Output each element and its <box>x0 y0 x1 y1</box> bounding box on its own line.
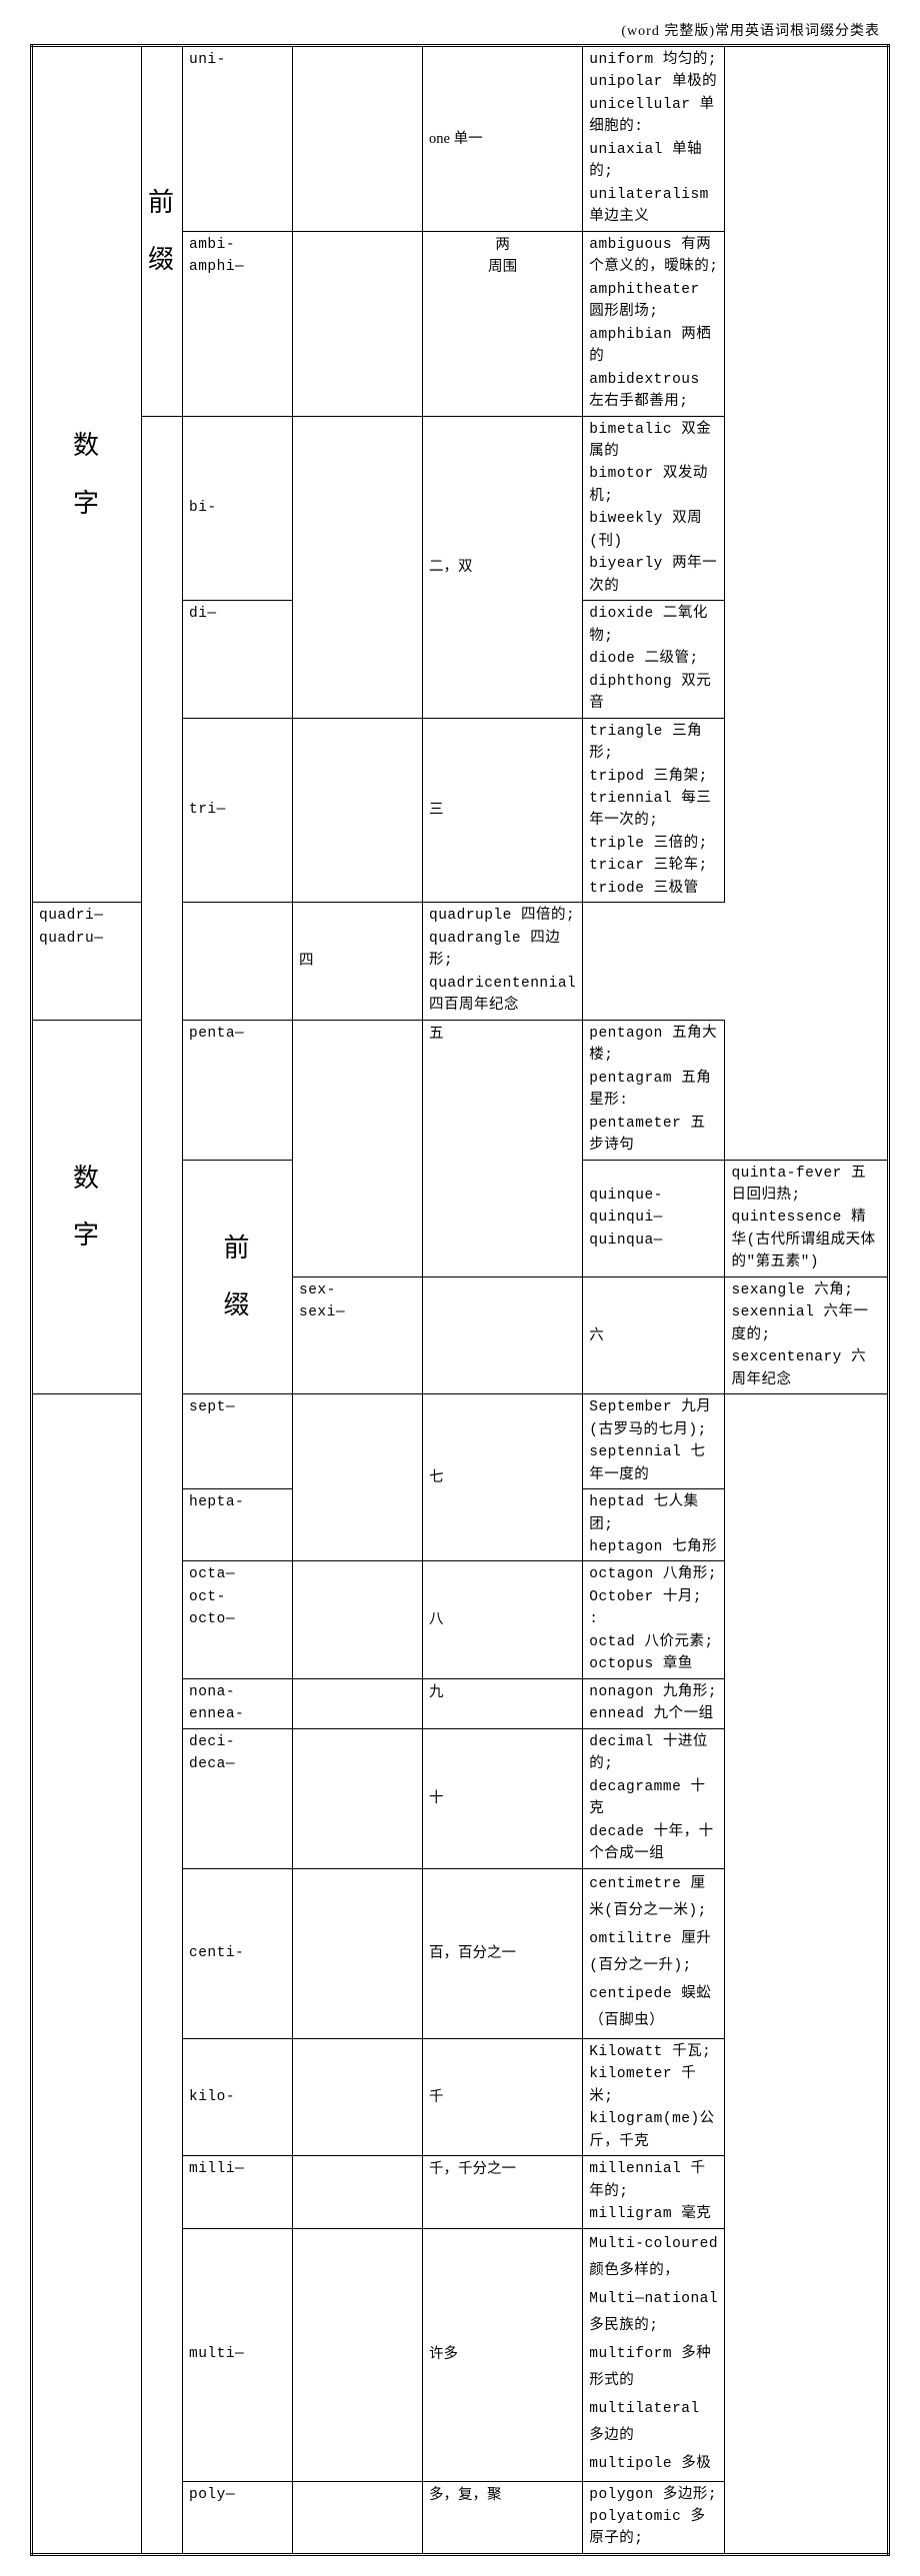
page-header: (word 完整版)常用英语词根词缀分类表 <box>30 20 890 40</box>
prefix-cell: hepta- <box>183 1489 293 1561</box>
meaning-cell: 二，双 <box>423 416 583 718</box>
prefix-cell: bi- <box>183 416 293 601</box>
prefix-cell: quinque- quinqui— quinqua— <box>583 1160 725 1277</box>
meaning-cell: 六 <box>583 1277 725 1393</box>
subcategory-label-1: 前 缀 <box>142 46 183 417</box>
example-cell: polygon 多边形; polyatomic 多原子的; <box>583 2481 725 2554</box>
empty-side <box>32 1394 142 2555</box>
meaning-cell: 九 <box>423 1678 583 1728</box>
empty-cell <box>293 1678 423 1728</box>
example-cell: ambiguous 有两个意义的，暧昧的; amphitheater 圆形剧场;… <box>583 231 725 416</box>
affix-table: 数 字 前 缀 uni- one 单一 uniform 均匀的; unipola… <box>30 44 890 2556</box>
empty-cell <box>293 2038 423 2155</box>
empty-cell <box>293 46 423 232</box>
prefix-cell: octa— oct- octo— <box>183 1561 293 1678</box>
empty-cell <box>293 718 423 903</box>
empty-cell <box>293 1394 423 1561</box>
empty-cell <box>183 903 293 1020</box>
prefix-cell: deci- deca— <box>183 1728 293 1868</box>
meaning-cell: 十 <box>423 1728 583 1868</box>
example-cell: Kilowatt 千瓦; kilometer 千米; kilogram(me)公… <box>583 2038 725 2155</box>
meaning-cell: 五 <box>423 1020 583 1277</box>
meaning-cell: 两 周围 <box>423 231 583 416</box>
meaning-cell: 许多 <box>423 2228 583 2481</box>
meaning-cell: 百，百分之一 <box>423 1868 583 2038</box>
example-cell: heptad 七人集团; heptagon 七角形 <box>583 1489 725 1561</box>
prefix-cell: kilo- <box>183 2038 293 2155</box>
empty-cell <box>423 1277 583 1393</box>
prefix-cell: penta— <box>183 1020 293 1160</box>
prefix-cell: multi— <box>183 2228 293 2481</box>
meaning-cell: one 单一 <box>423 46 583 232</box>
example-cell: pentagon 五角大楼; pentagram 五角星形: pentamete… <box>583 1020 725 1160</box>
meaning-cell: 三 <box>423 718 583 903</box>
prefix-cell: sept— <box>183 1394 293 1489</box>
prefix-cell: di— <box>183 601 293 718</box>
example-cell: centimetre 厘米(百分之一米); omtilitre 厘升(百分之一升… <box>583 1868 725 2038</box>
example-cell: dioxide 二氧化物; diode 二级管; diphthong 双元音 <box>583 601 725 718</box>
empty-cell <box>293 2481 423 2554</box>
prefix-cell: poly— <box>183 2481 293 2554</box>
example-cell: quadruple 四倍的; quadrangle 四边形; quadricen… <box>423 903 583 1020</box>
prefix-cell: quadri— quadru— <box>32 903 142 1020</box>
example-cell: bimetalic 双金属的 bimotor 双发动机; biweekly 双周… <box>583 416 725 601</box>
empty-cell <box>293 1561 423 1678</box>
prefix-cell: ambi- amphi— <box>183 231 293 416</box>
prefix-cell: sex- sexi— <box>293 1277 423 1393</box>
example-cell: September 九月(古罗马的七月); septennial 七年一度的 <box>583 1394 725 1489</box>
prefix-cell: uni- <box>183 46 293 232</box>
prefix-cell: tri— <box>183 718 293 903</box>
example-cell: octagon 八角形; October 十月; : octad 八价元素; o… <box>583 1561 725 1678</box>
example-cell: nonagon 九角形; ennead 九个一组 <box>583 1678 725 1728</box>
empty-cell <box>293 231 423 416</box>
example-cell: uniform 均匀的; unipolar 单极的 unicellular 单细… <box>583 46 725 232</box>
empty-cell <box>293 1728 423 1868</box>
prefix-cell: centi- <box>183 1868 293 2038</box>
example-cell: quinta-fever 五日回归热; quintessence 精华(古代所谓… <box>725 1160 889 1277</box>
meaning-cell: 千，千分之一 <box>423 2156 583 2228</box>
meaning-cell: 七 <box>423 1394 583 1561</box>
example-cell: sexangle 六角; sexennial 六年一度的; sexcentena… <box>725 1277 889 1393</box>
empty-cell <box>293 1868 423 2038</box>
category-label-2: 数 字 <box>32 1020 142 1394</box>
category-label-1: 数 字 <box>32 46 142 903</box>
empty-cell <box>293 2156 423 2228</box>
example-cell: millennial 千年的; milligram 毫克 <box>583 2156 725 2228</box>
prefix-cell: milli— <box>183 2156 293 2228</box>
empty-side <box>142 416 183 2554</box>
meaning-cell: 多，复，聚 <box>423 2481 583 2554</box>
table-row: 数 字 前 缀 uni- one 单一 uniform 均匀的; unipola… <box>32 46 889 232</box>
subcategory-label-2: 前 缀 <box>183 1160 293 1394</box>
example-cell: decimal 十进位的; decagramme 十克 decade 十年，十个… <box>583 1728 725 1868</box>
empty-cell <box>293 416 423 718</box>
meaning-cell: 千 <box>423 2038 583 2155</box>
prefix-cell: nona- ennea- <box>183 1678 293 1728</box>
example-cell: triangle 三角形; tripod 三角架; triennial 每三年一… <box>583 718 725 903</box>
table-row: bi- 二，双 bimetalic 双金属的 bimotor 双发动机; biw… <box>32 416 889 601</box>
example-cell: Multi-coloured 颜色多样的， Multi—national 多民族… <box>583 2228 725 2481</box>
empty-cell <box>293 1020 423 1277</box>
meaning-cell: 四 <box>293 903 423 1020</box>
empty-cell <box>293 2228 423 2481</box>
meaning-cell: 八 <box>423 1561 583 1678</box>
